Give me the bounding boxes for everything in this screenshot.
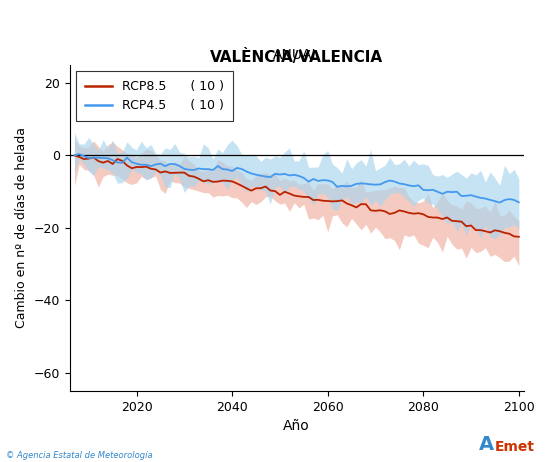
Text: ANUAL: ANUAL bbox=[273, 48, 320, 61]
Legend: RCP8.5      ( 10 ), RCP4.5      ( 10 ): RCP8.5 ( 10 ), RCP4.5 ( 10 ) bbox=[76, 71, 233, 121]
Title: VALÈNCIA/VALENCIA: VALÈNCIA/VALENCIA bbox=[210, 49, 383, 65]
Y-axis label: Cambio en nº de días de helada: Cambio en nº de días de helada bbox=[15, 128, 28, 328]
X-axis label: Año: Año bbox=[283, 419, 310, 433]
Text: © Agencia Estatal de Meteorología: © Agencia Estatal de Meteorología bbox=[6, 451, 152, 460]
Text: A: A bbox=[478, 435, 494, 454]
Text: Emet: Emet bbox=[495, 440, 535, 454]
